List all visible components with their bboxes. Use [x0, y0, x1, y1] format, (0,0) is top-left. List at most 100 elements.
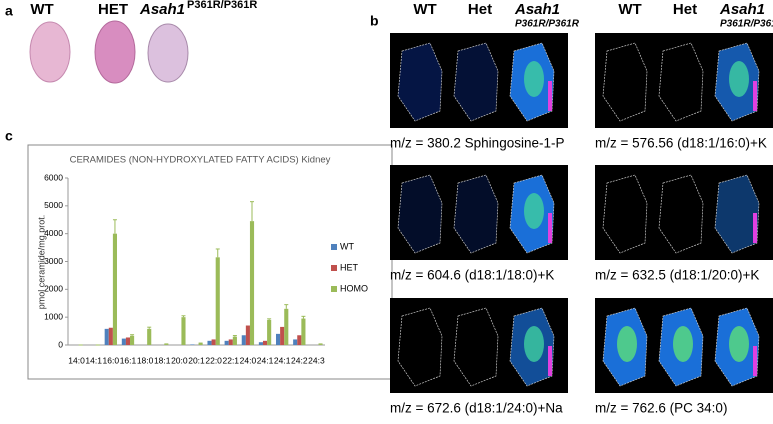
kidney-section — [147, 23, 189, 83]
legend-label: HOMO — [340, 283, 368, 293]
caption: m/z = 672.6 (d18:1/24:0)+Na — [390, 401, 563, 416]
column-header: Het — [673, 1, 697, 18]
bar — [297, 335, 302, 345]
legend-swatch — [331, 286, 337, 292]
superscript: P361R/P361R — [187, 0, 257, 11]
column-header: Asah1 — [719, 1, 765, 18]
column-header: HET — [98, 1, 128, 18]
bar — [164, 344, 169, 345]
panel-label: a — [5, 3, 13, 19]
column-header: WT — [618, 1, 641, 18]
bar — [121, 338, 126, 345]
tissue-outline — [658, 174, 704, 254]
panel-label: c — [5, 128, 13, 144]
colorbar — [548, 81, 552, 111]
column-header: WT — [30, 1, 53, 18]
caption: m/z = 632.5 (d18:1/20:0)+K — [595, 268, 759, 283]
colorbar — [548, 346, 552, 376]
x-tick-label: 20:1 — [188, 355, 205, 365]
tissue-outline — [602, 42, 648, 122]
x-tick-label: 22:0 — [205, 355, 222, 365]
x-tick-label: 14:1 — [85, 355, 102, 365]
colorbar — [753, 213, 757, 243]
colorbar — [753, 346, 757, 376]
x-tick-label: 22:1 — [222, 355, 239, 365]
colorbar — [548, 213, 552, 243]
bar — [224, 340, 229, 345]
tissue-signal — [398, 43, 442, 121]
y-tick-label: 2000 — [44, 284, 63, 294]
hotspot — [729, 61, 749, 97]
bar — [262, 340, 268, 345]
caption: m/z = 576.56 (d18:1/16:0)+K — [595, 136, 767, 151]
hotspot — [524, 326, 544, 362]
tissue-signal — [398, 175, 442, 253]
tissue-outline — [602, 307, 648, 387]
legend-swatch — [331, 244, 337, 250]
tissue-outline — [658, 42, 704, 122]
tissue-signal — [454, 43, 498, 121]
hotspot — [617, 326, 637, 362]
tissue-outline — [658, 307, 704, 387]
bar — [125, 337, 131, 345]
x-tick-label: 18:0 — [137, 355, 154, 365]
caption: m/z = 762.6 (PC 34:0) — [595, 401, 727, 416]
hotspot — [524, 193, 544, 229]
x-tick-label: 24:0 — [240, 355, 257, 365]
tissue-signal — [715, 175, 759, 253]
bar — [190, 344, 195, 345]
bar — [108, 327, 113, 345]
y-tick-label: 0 — [58, 339, 63, 349]
hotspot — [673, 326, 693, 362]
bar — [245, 325, 250, 345]
column-header: Asah1 — [514, 1, 560, 18]
x-tick-label: 16:0 — [103, 355, 120, 365]
bar — [198, 343, 203, 345]
bar — [249, 221, 255, 345]
tissue-outline — [453, 42, 499, 122]
x-tick-label: 24:1 — [274, 355, 291, 365]
y-tick-label: 6000 — [44, 172, 63, 182]
x-tick-label: 18:1 — [154, 355, 171, 365]
chart-title: CERAMIDES (NON-HYDROXYLATED FATTY ACIDS)… — [70, 155, 331, 166]
bar — [207, 340, 212, 345]
x-tick-label: 24:3 — [308, 355, 325, 365]
tissue-outline — [397, 42, 443, 122]
y-tick-label: 3000 — [44, 256, 63, 266]
bar — [293, 339, 298, 345]
bar — [112, 233, 118, 345]
bar — [284, 308, 289, 345]
y-tick-label: 1000 — [44, 311, 63, 321]
bar — [215, 257, 220, 345]
kidney-section — [94, 20, 136, 84]
y-tick-label: 5000 — [44, 200, 63, 210]
bar — [267, 319, 272, 345]
bar — [318, 344, 323, 345]
bar — [104, 328, 109, 345]
chart-frame — [27, 144, 393, 380]
x-tick-label: 24:2 — [291, 355, 308, 365]
x-tick-label: 24:1 — [257, 355, 274, 365]
column-header: Het — [468, 1, 492, 18]
tissue-outline — [602, 174, 648, 254]
bar — [130, 335, 135, 345]
tissue-outline — [453, 174, 499, 254]
column-header: WT — [413, 1, 436, 18]
superscript: P361R/P361R — [720, 19, 773, 30]
caption: m/z = 604.6 (d18:1/18:0)+K — [390, 268, 554, 283]
hotspot — [729, 326, 749, 362]
bar — [181, 317, 186, 345]
x-tick-label: 20:0 — [171, 355, 188, 365]
y-axis-label: pmol ceramide/mg prot. — [36, 215, 46, 310]
colorbar — [753, 81, 757, 111]
bar — [275, 333, 281, 345]
tissue-outline — [453, 307, 499, 387]
kidney-section — [29, 21, 71, 83]
superscript: P361R/P361R — [515, 19, 580, 30]
tissue-outline — [397, 307, 443, 387]
y-tick-label: 4000 — [44, 228, 63, 238]
tissue-outline — [397, 174, 443, 254]
bar — [301, 318, 306, 345]
bar — [280, 326, 285, 345]
